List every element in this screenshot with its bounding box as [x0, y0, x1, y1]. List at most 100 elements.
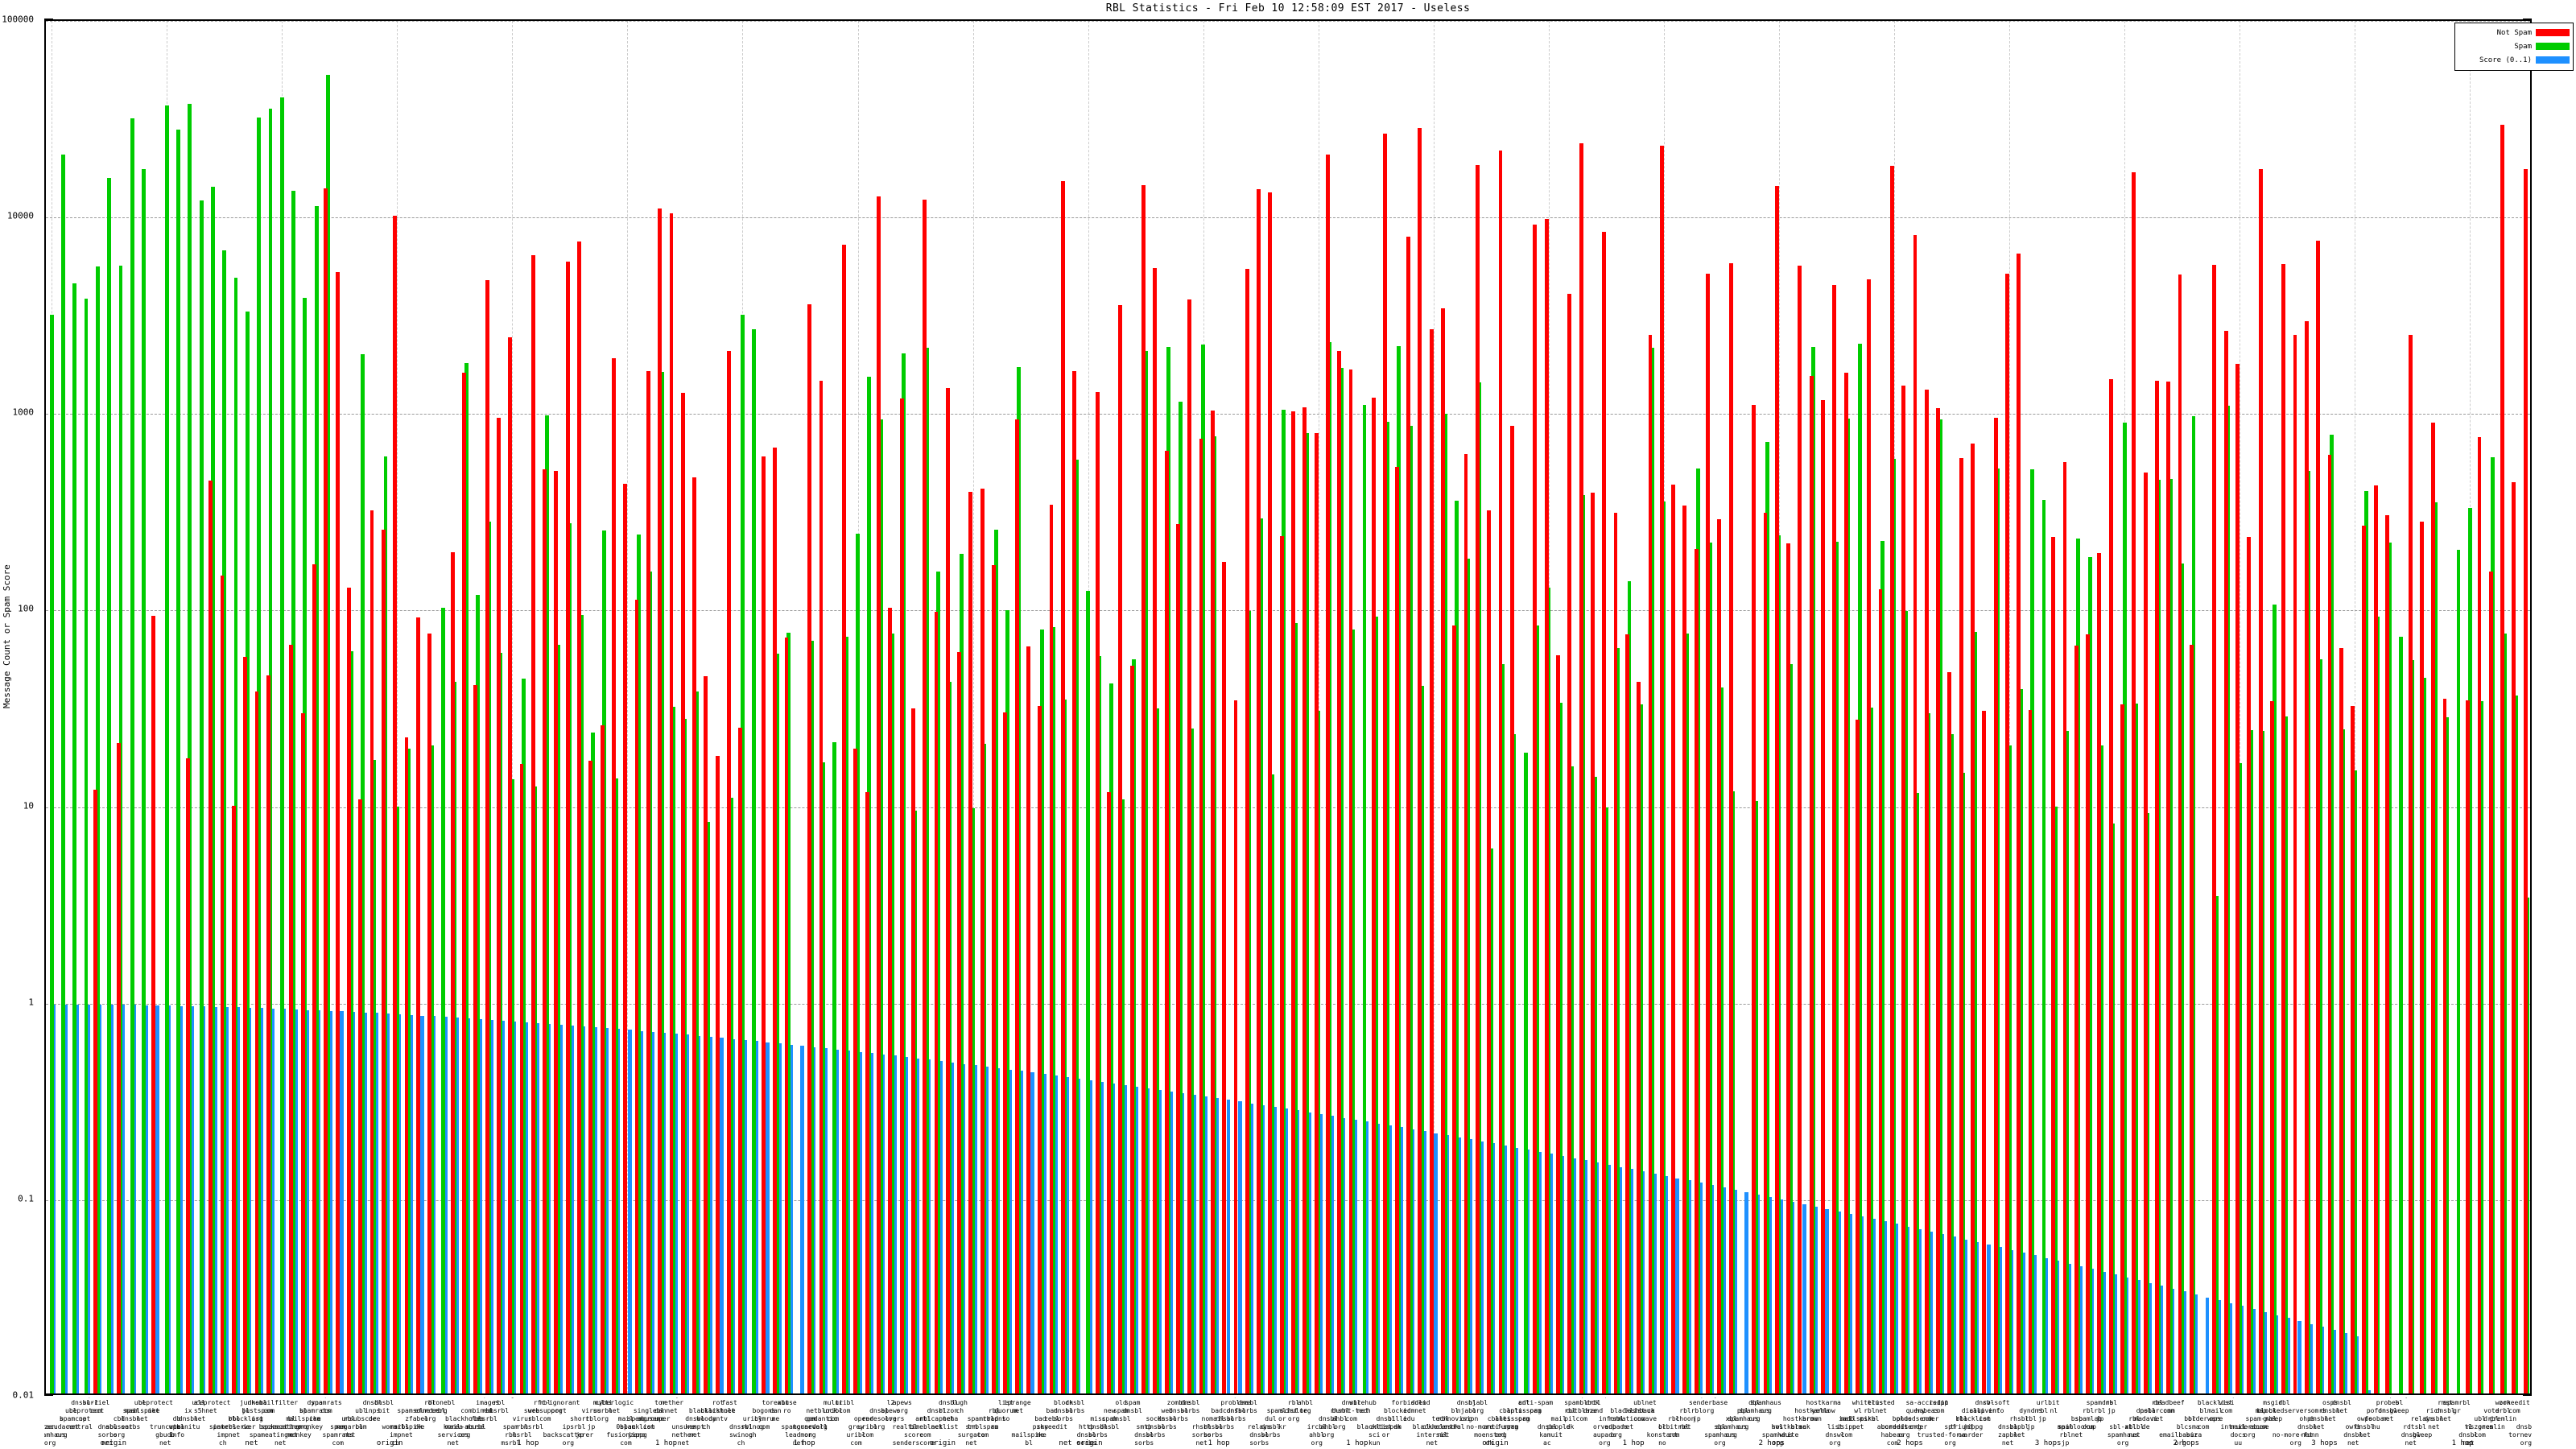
bar-spam — [1592, 777, 1597, 1393]
bar-score — [143, 1005, 148, 1393]
x-tick-label: socks dnsbl sorbs — [1146, 1415, 1166, 1439]
x-tick-label: singlebl spamgrouper com — [627, 1407, 671, 1430]
bar-spam — [1546, 588, 1551, 1393]
bar-spam — [913, 810, 918, 1393]
bar-score — [455, 1018, 459, 1393]
x-tick-label: web dnsbl sorbs — [1157, 1407, 1177, 1430]
bar-not-spam — [1049, 504, 1054, 1393]
bar-score — [1882, 1221, 1887, 1393]
bar-score — [1088, 1080, 1092, 1393]
bar-not-spam — [1268, 192, 1273, 1393]
x-tick-label: dnsbl-1 uceprotect net — [64, 1399, 105, 1422]
legend-swatch-spam — [2536, 43, 2570, 50]
x-tick-label: web rbl msrbl — [523, 1407, 544, 1430]
bar-spam — [556, 645, 561, 1393]
bar-not-spam — [1302, 407, 1307, 1393]
bar-spam — [809, 640, 814, 1393]
bar-score — [2240, 1306, 2244, 1393]
bar-not-spam — [1038, 706, 1042, 1393]
x-group-label: 1 hop — [1208, 1439, 1230, 1447]
bars-container — [46, 21, 2530, 1393]
x-tick-label: dialupsvisicom — [2213, 1397, 2240, 1414]
bar-spam — [821, 762, 826, 1393]
bar-not-spam — [243, 657, 248, 1393]
x-tick-label: mail-abuse org — [2230, 1423, 2269, 1439]
x-tick-label: dnsbl antispam or — [1370, 1415, 1402, 1439]
bar-score — [1480, 1141, 1484, 1393]
x-tick-label: ban zebl zoneedit — [1036, 1407, 1067, 1430]
bar-score — [1710, 1185, 1715, 1393]
bar-not-spam — [1567, 293, 1572, 1393]
y-tick-label: 100000 — [2, 14, 34, 25]
bar-score — [2148, 1282, 2152, 1393]
bar-spam — [1707, 543, 1712, 1393]
bar-not-spam — [877, 196, 881, 1393]
bar-not-spam — [2339, 647, 2343, 1393]
bar-score — [1030, 1072, 1035, 1393]
bar-score — [2331, 1330, 2336, 1393]
bar-not-spam — [1463, 453, 1468, 1393]
bar-not-spam — [1682, 506, 1687, 1393]
bar-score — [915, 1058, 920, 1393]
bar-not-spam — [2189, 645, 2194, 1393]
bar-score — [1825, 1208, 1830, 1393]
legend-item-spam: Spam — [2458, 40, 2570, 52]
x-tick-label: vote drbl gremlin — [2478, 1407, 2505, 1430]
bar-score — [638, 1030, 643, 1393]
bar-not-spam — [1774, 185, 1779, 1393]
bar-spam — [1155, 708, 1159, 1393]
x-tick-label: url rbl jp — [2036, 1399, 2049, 1422]
x-tick-label: plus bondedsender org — [1880, 1415, 1928, 1439]
bar-not-spam — [508, 336, 513, 1393]
bar-spam — [2525, 897, 2530, 1393]
bar-score — [340, 1011, 344, 1393]
bar-not-spam — [588, 760, 593, 1393]
bar-not-spam — [957, 652, 962, 1393]
bar-not-spam — [2051, 536, 2056, 1393]
bar-spam — [2433, 502, 2438, 1393]
bar-spam — [1523, 753, 1528, 1393]
x-tick-label: rbl jp — [1690, 1407, 1703, 1422]
bar-not-spam — [1590, 492, 1595, 1393]
bar-not-spam — [231, 805, 236, 1393]
bar-score — [2055, 1261, 2060, 1393]
bar-score — [420, 1015, 425, 1393]
bar-score — [2343, 1332, 2348, 1393]
bar-not-spam — [1856, 719, 1860, 1393]
x-tick-label: rbliprangenet — [1003, 1397, 1031, 1414]
x-tick-label: forbidden icm edu — [1391, 1399, 1426, 1422]
grid-line-vertical — [512, 21, 514, 1393]
bar-not-spam — [2408, 335, 2413, 1393]
bar-spam — [2215, 895, 2219, 1393]
bar-spam — [1857, 343, 1862, 1393]
bar-spam — [1950, 734, 1954, 1393]
bar-not-spam — [761, 456, 766, 1393]
bar-score — [477, 1018, 482, 1393]
grid-line-horizontal — [46, 1003, 2530, 1005]
bar-spam — [1488, 848, 1493, 1393]
x-tick-label: dnsbldroneblorg — [427, 1397, 456, 1414]
bar-spam — [498, 652, 503, 1393]
x-tick-label: pofon foobar hu — [2364, 1407, 2388, 1430]
bar-spam — [2191, 416, 2196, 1393]
bar-score — [1307, 1112, 1311, 1393]
x-tick-label: sbl spamhaus org — [1704, 1423, 1736, 1447]
bar-spam — [993, 529, 998, 1393]
y-tick-label: 1 — [28, 997, 34, 1008]
bar-score — [1134, 1086, 1138, 1393]
x-tick-label: blacklist informationwave net — [1598, 1407, 1657, 1430]
bar-score — [305, 1009, 309, 1393]
bar-score — [2066, 1263, 2071, 1393]
x-tick-label: rsbl aupads org — [1604, 1415, 1629, 1439]
x-tick-label: zenspamhausorg — [44, 1423, 66, 1447]
x-tick-label: fnrblfastnet — [720, 1397, 739, 1414]
x-tick-label: dyndns rbl jp — [2019, 1407, 2043, 1430]
bar-spam — [107, 178, 112, 1393]
bar-not-spam — [1372, 398, 1377, 1393]
bar-not-spam — [2512, 482, 2516, 1393]
bar-spam — [1719, 687, 1724, 1393]
bar-spam — [303, 297, 308, 1393]
bar-not-spam — [1141, 185, 1146, 1393]
x-tick-label: sa-accredit habeas com — [1905, 1399, 1949, 1422]
bar-spam — [95, 266, 100, 1393]
